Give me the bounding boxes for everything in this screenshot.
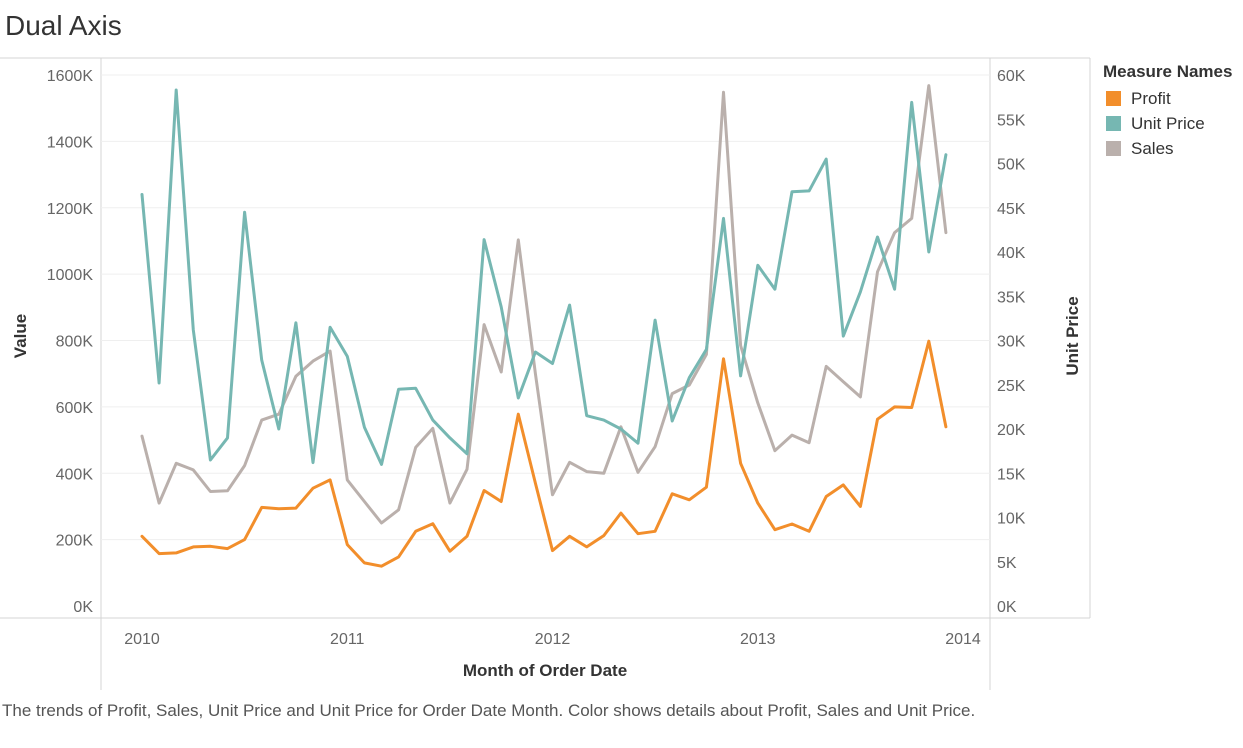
legend-item-profit[interactable]: Profit xyxy=(1103,86,1232,111)
y-tick-label: 400K xyxy=(56,466,94,483)
legend-label-profit: Profit xyxy=(1131,88,1171,108)
y-tick-label: 800K xyxy=(56,334,94,351)
y2-tick-label: 50K xyxy=(997,157,1026,174)
x-axis-ticks: 2010 2011 2012 2013 2014 xyxy=(124,631,981,648)
legend-swatch-unit-price xyxy=(1106,116,1121,131)
legend: Measure Names Profit Unit Price Sales xyxy=(1103,62,1232,161)
series-line-profit[interactable] xyxy=(140,339,948,568)
legend-swatch-sales xyxy=(1106,141,1121,156)
y2-tick-label: 45K xyxy=(997,201,1026,218)
page-title: Dual Axis xyxy=(5,10,122,41)
y2-axis-ticks: 0K 5K 10K 15K 20K 25K 30K 35K 40K 45K 50K 55K 60K xyxy=(997,68,1026,616)
series-line-unit-price[interactable] xyxy=(140,88,948,466)
y-tick-label: 600K xyxy=(56,400,94,417)
chart-frame xyxy=(0,57,1091,690)
y2-tick-label: 30K xyxy=(997,334,1026,351)
y-tick-label: 1000K xyxy=(47,267,94,284)
y-tick-label: 0K xyxy=(73,599,93,616)
series-lines xyxy=(140,84,948,568)
chart-caption: The trends of Profit, Sales, Unit Price … xyxy=(2,701,976,720)
x-tick-label: 2012 xyxy=(535,631,571,648)
x-axis-title: Month of Order Date xyxy=(463,661,627,680)
x-tick-label: 2014 xyxy=(945,631,981,648)
y2-tick-label: 15K xyxy=(997,466,1026,483)
y-tick-label: 1200K xyxy=(47,201,94,218)
series-line-sales[interactable] xyxy=(140,84,948,525)
x-tick-label: 2011 xyxy=(330,631,365,648)
y-axis-title: Value xyxy=(11,314,30,358)
y2-tick-label: 25K xyxy=(997,378,1026,395)
y2-tick-label: 20K xyxy=(997,422,1026,439)
y2-tick-label: 55K xyxy=(997,112,1026,129)
legend-item-unit-price[interactable]: Unit Price xyxy=(1103,111,1232,136)
legend-swatch-profit xyxy=(1106,91,1121,106)
y-tick-label: 1400K xyxy=(47,134,94,151)
y2-tick-label: 0K xyxy=(997,599,1017,616)
y2-tick-label: 60K xyxy=(997,68,1026,85)
x-tick-label: 2013 xyxy=(740,631,776,648)
y-axis-ticks: 0K 200K 400K 600K 800K 1000K 1200K 1400K 1600K xyxy=(47,68,94,616)
y-tick-label: 200K xyxy=(56,533,94,550)
y2-tick-label: 5K xyxy=(997,555,1017,572)
y2-axis-title: Unit Price xyxy=(1063,296,1082,375)
dual-axis-chart: 0K 200K 400K 600K 800K 1000K 1200K 1400K 1600K 0… xyxy=(0,57,1091,690)
grid-lines xyxy=(101,74,990,541)
y2-tick-label: 10K xyxy=(997,511,1026,528)
legend-item-sales[interactable]: Sales xyxy=(1103,136,1232,161)
legend-label-sales: Sales xyxy=(1131,138,1174,158)
legend-title: Measure Names xyxy=(1103,62,1233,81)
legend-label-unit-price: Unit Price xyxy=(1131,113,1205,133)
y-tick-label: 1600K xyxy=(47,68,94,85)
y2-tick-label: 40K xyxy=(997,245,1026,262)
x-tick-label: 2010 xyxy=(124,631,160,648)
y2-tick-label: 35K xyxy=(997,289,1026,306)
